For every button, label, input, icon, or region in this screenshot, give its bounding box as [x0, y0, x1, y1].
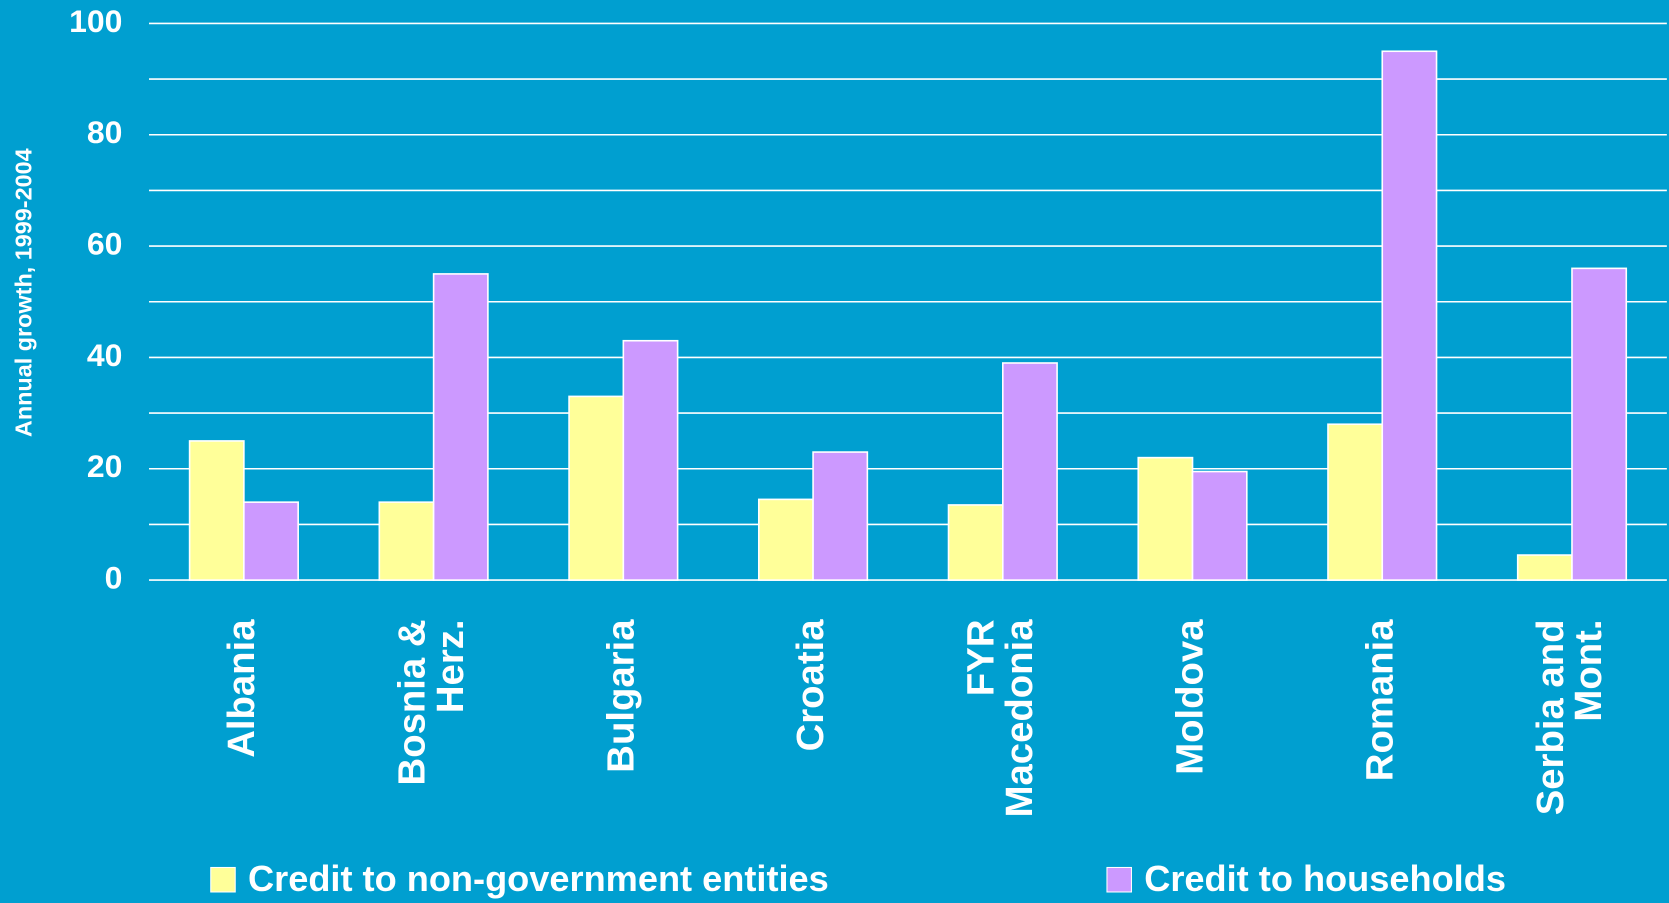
- y-tick-label: 100: [69, 3, 122, 39]
- plot: Annual growth, 1999-2004 0 20 40 60 80 100 Alb…: [11, 3, 1667, 899]
- legend-swatch: [1106, 866, 1132, 893]
- x-tick-label: FYRMacedonia: [960, 619, 1041, 818]
- bar: [378, 501, 435, 581]
- bar: [1191, 470, 1248, 581]
- y-tick-label: 20: [87, 448, 123, 484]
- bar: [1327, 423, 1384, 581]
- bar: [757, 498, 814, 581]
- y-axis-label: Annual growth, 1999-2004: [11, 148, 37, 437]
- bar: [568, 395, 625, 581]
- legend-label: Credit to households: [1144, 858, 1506, 899]
- bar: [432, 273, 489, 581]
- bar: [1381, 50, 1438, 581]
- legend-label: Credit to non-government entities: [248, 858, 829, 899]
- bar: [812, 451, 869, 581]
- y-tick-label: 80: [87, 114, 123, 150]
- legend-swatch: [210, 866, 236, 893]
- y-tick-label: 60: [87, 226, 123, 262]
- bar: [243, 501, 299, 581]
- bar: [188, 440, 245, 581]
- x-tick-label: Serbia andMont.: [1529, 619, 1610, 815]
- x-tick-label: Moldova: [1169, 619, 1212, 775]
- x-tick-label: Bosnia &Herz.: [391, 619, 472, 785]
- bar: [622, 339, 679, 581]
- bar: [1571, 267, 1628, 581]
- bar: [1001, 362, 1058, 581]
- y-tick-label: 40: [87, 337, 123, 373]
- bar: [947, 504, 1004, 581]
- bar: [1137, 456, 1194, 581]
- bar: [1516, 554, 1573, 581]
- x-tick-label: Croatia: [789, 619, 832, 752]
- x-tick-label: Romania: [1358, 619, 1401, 781]
- x-tick-label: Albania: [220, 619, 263, 758]
- y-tick-label: 0: [105, 560, 123, 596]
- x-tick-label: Bulgaria: [599, 619, 642, 773]
